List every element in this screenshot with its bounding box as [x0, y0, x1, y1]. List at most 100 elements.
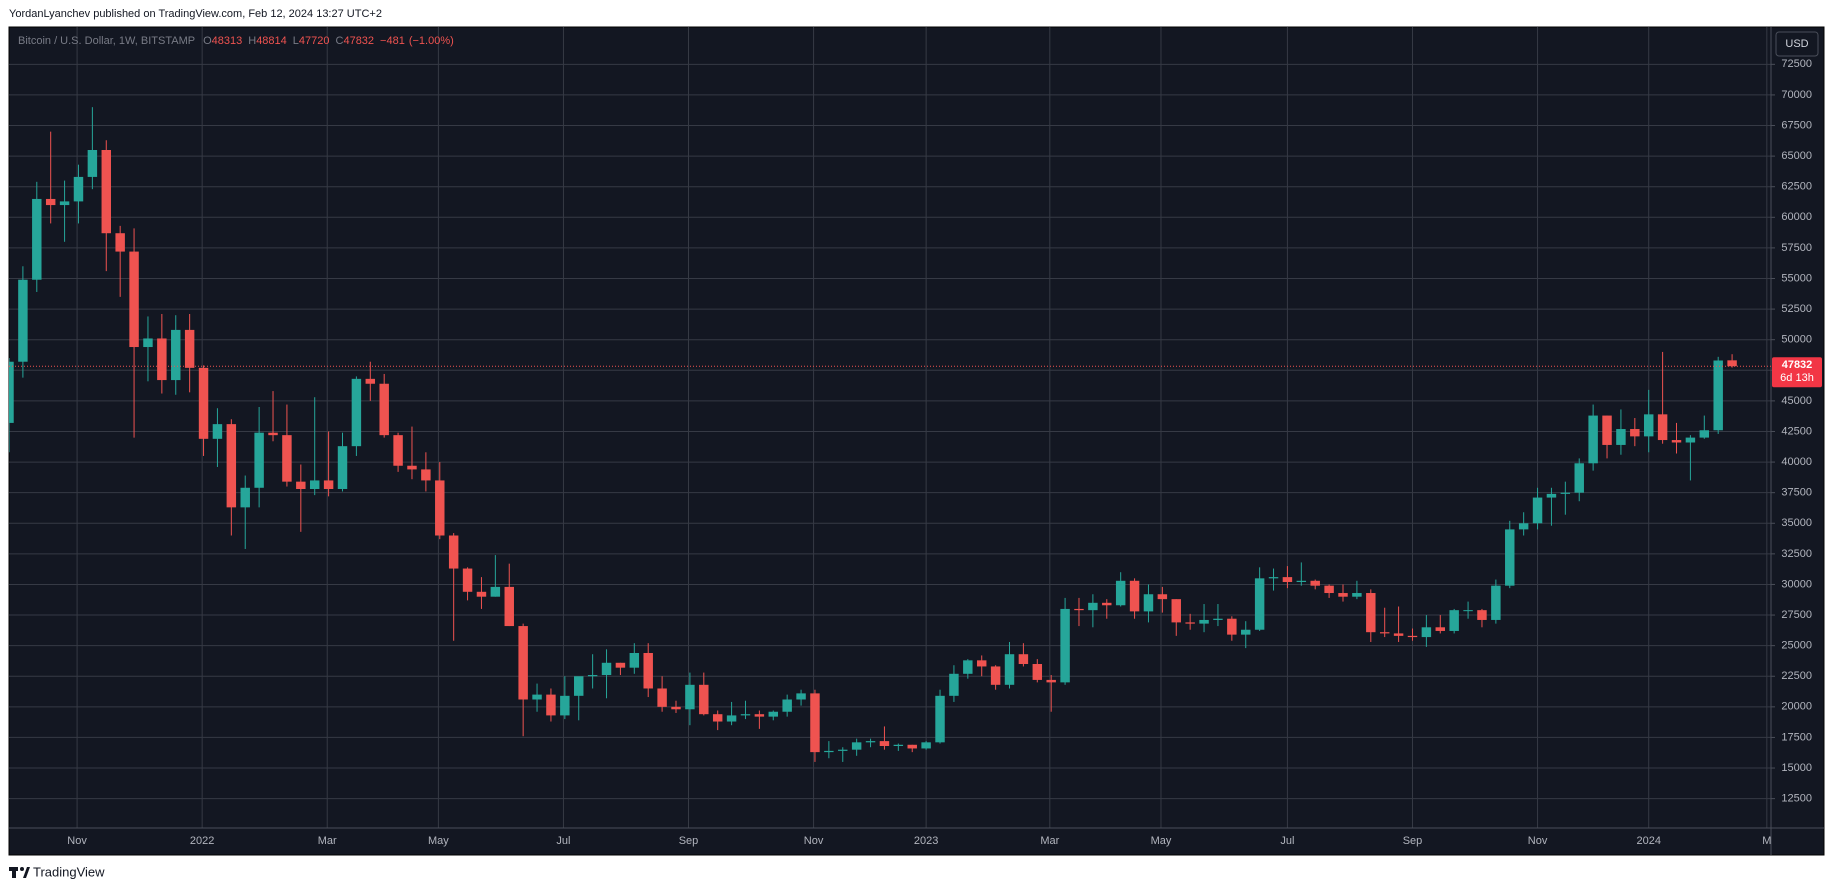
- candle-body: [1518, 523, 1529, 530]
- grid: [9, 27, 1771, 828]
- candle-body: [657, 688, 667, 707]
- candle-body: [1477, 610, 1487, 620]
- price-tag: [1772, 357, 1822, 388]
- candle-body: [171, 329, 181, 381]
- y-tick-label: 17500: [1781, 731, 1812, 743]
- candle-body: [1435, 627, 1446, 631]
- change-pct: (−1.00%): [409, 35, 454, 47]
- candle-body: [1532, 497, 1543, 524]
- candle-body: [865, 741, 876, 743]
- candle-body: [157, 338, 167, 381]
- candle-body: [1324, 585, 1334, 594]
- y-tick-label: 65000: [1781, 150, 1812, 162]
- currency[interactable]: USD: [1785, 38, 1808, 50]
- candle-body: [268, 432, 278, 436]
- brand-logo: [9, 867, 30, 878]
- candle-body: [323, 480, 334, 489]
- candle-body: [1213, 618, 1223, 620]
- candle-body: [935, 695, 945, 743]
- candle-body: [1254, 578, 1265, 630]
- candle-body: [476, 591, 487, 597]
- candle-body: [1449, 610, 1459, 631]
- ohlc-label: H: [248, 35, 256, 47]
- candle-body: [1602, 415, 1612, 445]
- x-tick-label: Jul: [1280, 835, 1294, 847]
- candle-body: [1282, 577, 1293, 583]
- candle-body: [1421, 627, 1432, 638]
- candle-body: [87, 149, 98, 177]
- candle-body: [1685, 437, 1696, 443]
- y-tick-label: 27500: [1781, 609, 1812, 621]
- candle-body: [1379, 632, 1390, 634]
- candle-body: [754, 714, 765, 717]
- candle-body: [254, 432, 264, 488]
- candle-body: [1560, 492, 1571, 494]
- candle-body: [615, 662, 626, 668]
- candle-body: [1046, 679, 1056, 683]
- candle-body: [198, 367, 209, 439]
- candle-body: [1241, 629, 1251, 635]
- candle-body: [1588, 415, 1598, 464]
- candle-body: [351, 378, 362, 447]
- candle-body: [393, 435, 403, 466]
- candle-body: [1643, 414, 1654, 437]
- x-tick-label: Nov: [67, 835, 87, 847]
- candle-body: [282, 435, 292, 482]
- x-tick-label: Sep: [1403, 835, 1423, 847]
- candle-body: [59, 201, 70, 206]
- candle-body: [1657, 414, 1668, 441]
- candle-body: [796, 693, 806, 700]
- candle-body: [407, 465, 417, 470]
- candle-body: [337, 446, 348, 489]
- candle-body: [1004, 654, 1015, 685]
- y-tick-label: 40000: [1781, 456, 1812, 468]
- candle-body: [435, 480, 445, 536]
- candle-body: [810, 693, 820, 753]
- candle-body: [143, 338, 153, 348]
- candle-body: [1018, 654, 1029, 665]
- x-tick-label: 2023: [914, 835, 938, 847]
- ohlc-value: 48814: [256, 35, 287, 47]
- currency-button[interactable]: [1775, 31, 1819, 57]
- candle-body: [1713, 360, 1723, 431]
- candle-body: [32, 198, 42, 280]
- y-tick-label: 62500: [1781, 181, 1812, 193]
- ohlc-value: 48313: [212, 35, 243, 47]
- candle-body: [1616, 429, 1626, 445]
- ohlc-label: C: [336, 35, 344, 47]
- candle-body: [184, 329, 195, 368]
- candle-body: [768, 711, 778, 717]
- candle-body: [546, 694, 556, 716]
- candle-body: [212, 424, 223, 439]
- y-tick-label: 42500: [1781, 425, 1812, 437]
- candle-body: [921, 742, 931, 749]
- candle-body: [1088, 602, 1098, 611]
- candle-body: [1199, 619, 1209, 624]
- candle-body: [1157, 594, 1168, 600]
- ohlc-value: 47720: [299, 35, 330, 47]
- candle-body: [1115, 580, 1126, 606]
- y-tick-label: 70000: [1781, 89, 1812, 101]
- candle-body: [699, 684, 709, 715]
- candle-body: [726, 715, 737, 722]
- candle-body: [462, 568, 473, 592]
- candle-body: [1185, 622, 1195, 624]
- candle-body: [1352, 593, 1362, 597]
- candle-body: [1268, 577, 1279, 579]
- y-tick-label: 57500: [1781, 242, 1812, 254]
- candle-body: [226, 424, 237, 508]
- y-tick-label: 35000: [1781, 517, 1812, 529]
- candle-body: [1060, 608, 1070, 683]
- candle-body: [643, 652, 653, 689]
- candle-body: [976, 660, 987, 667]
- candle-body: [9, 361, 14, 423]
- candle-body: [1505, 529, 1515, 586]
- candle-body: [1310, 580, 1320, 586]
- y-tick-label: 45000: [1781, 395, 1812, 407]
- candle-body: [379, 383, 389, 436]
- x-tick-label: Mar: [1040, 835, 1059, 847]
- candle-body: [907, 744, 917, 749]
- candle-body: [365, 378, 376, 384]
